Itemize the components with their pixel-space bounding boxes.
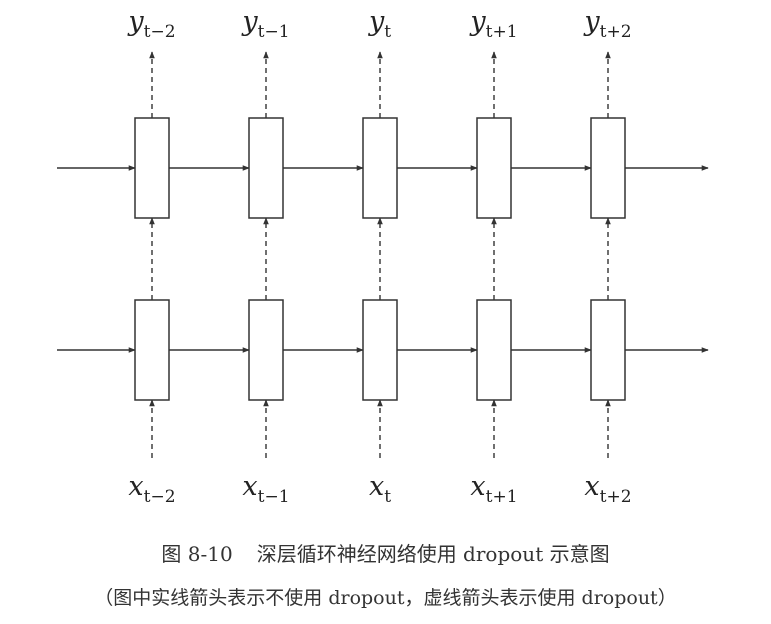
- lower-rnn-cell: [476, 299, 512, 401]
- input-label-base: x: [242, 471, 257, 502]
- input-label: xt−1: [242, 471, 289, 507]
- cells-group: [134, 117, 626, 401]
- labels-group: yt−2 yt−1 yt yt+1 yt+2xt−2 xt−1 xt xt+1 xt+2: [127, 6, 631, 507]
- figure-note: （图中实线箭头表示不使用 dropout，虚线箭头表示使用 dropout）: [94, 587, 677, 609]
- input-label: xt+1: [470, 471, 517, 507]
- input-label: xt: [369, 471, 391, 507]
- rnn-dropout-diagram: yt−2 yt−1 yt yt+1 yt+2xt−2 xt−1 xt xt+1 xt+2: [57, 6, 709, 507]
- upper-rnn-cell: [362, 117, 398, 219]
- output-label: yt−2: [127, 6, 175, 42]
- output-label: yt+1: [469, 6, 517, 42]
- output-label-base: y: [368, 6, 385, 37]
- output-label-base: y: [127, 6, 144, 37]
- output-label: yt: [368, 6, 391, 42]
- input-label: xt−2: [128, 471, 175, 507]
- output-label-subscript: t+2: [600, 22, 632, 42]
- upper-rnn-cell: [476, 117, 512, 219]
- figure-caption: 图 8-10 深层循环神经网络使用 dropout 示意图: [0, 538, 771, 567]
- input-label-base: x: [369, 471, 384, 502]
- upper-rnn-cell: [590, 117, 626, 219]
- input-label-base: x: [584, 471, 599, 502]
- input-label-subscript: t−1: [258, 487, 290, 507]
- output-label-base: y: [241, 6, 258, 37]
- upper-rnn-cell: [134, 117, 170, 219]
- output-label-base: y: [469, 6, 486, 37]
- input-label: xt+2: [584, 471, 631, 507]
- input-label-subscript: t+1: [486, 487, 518, 507]
- input-label-subscript: t−2: [144, 487, 176, 507]
- figure-number: 图 8-10: [161, 542, 233, 566]
- output-label-subscript: t: [384, 22, 391, 42]
- output-label-base: y: [583, 6, 600, 37]
- input-label-base: x: [128, 471, 143, 502]
- lower-rnn-cell: [134, 299, 170, 401]
- output-label: yt−1: [241, 6, 289, 42]
- output-label-subscript: t−2: [144, 22, 176, 42]
- input-label-subscript: t+2: [600, 487, 632, 507]
- input-label-base: x: [470, 471, 485, 502]
- lower-rnn-cell: [590, 299, 626, 401]
- output-label: yt+2: [583, 6, 631, 42]
- lower-rnn-cell: [362, 299, 398, 401]
- output-label-subscript: t−1: [258, 22, 290, 42]
- figure-title: 深层循环神经网络使用 dropout 示意图: [256, 542, 610, 566]
- upper-rnn-cell: [248, 117, 284, 219]
- lower-rnn-cell: [248, 299, 284, 401]
- edges-group: [57, 51, 709, 458]
- input-label-subscript: t: [384, 487, 391, 507]
- output-label-subscript: t+1: [486, 22, 518, 42]
